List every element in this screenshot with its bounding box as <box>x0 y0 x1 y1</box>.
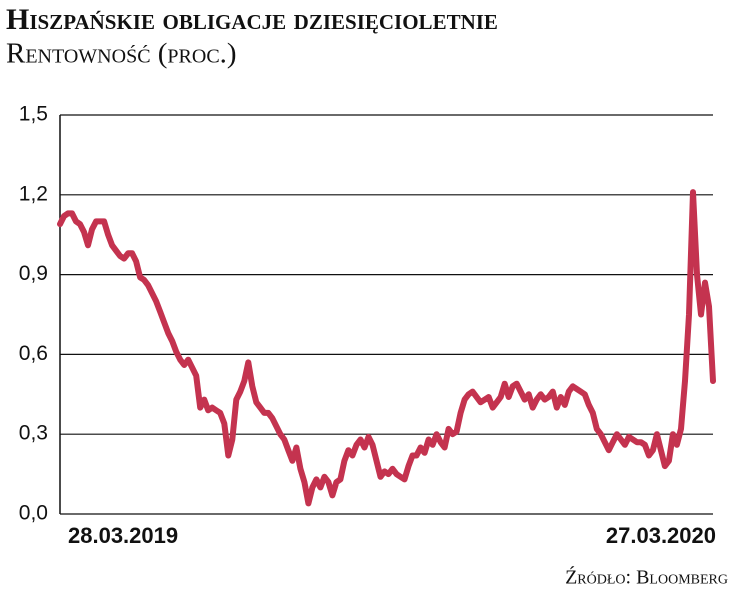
chart-title: Hiszpańskie obligacje dziesięcioletnie <box>6 3 498 36</box>
y-tick-label: 0,0 <box>19 502 48 525</box>
chart-subtitle: Rentowność (proc.) <box>6 38 237 70</box>
y-tick-label: 0,6 <box>19 342 48 365</box>
source: Źródło: Bloomberg <box>565 566 728 589</box>
x-tick-label: 27.03.2020 <box>606 523 716 548</box>
y-tick-label: 1,5 <box>19 103 48 126</box>
y-tick-label: 0,9 <box>19 262 48 285</box>
data-line <box>57 189 716 507</box>
y-tick-label: 1,2 <box>19 182 48 205</box>
y-tick-label: 0,3 <box>19 422 48 445</box>
x-tick-label: 28.03.2019 <box>68 523 178 548</box>
